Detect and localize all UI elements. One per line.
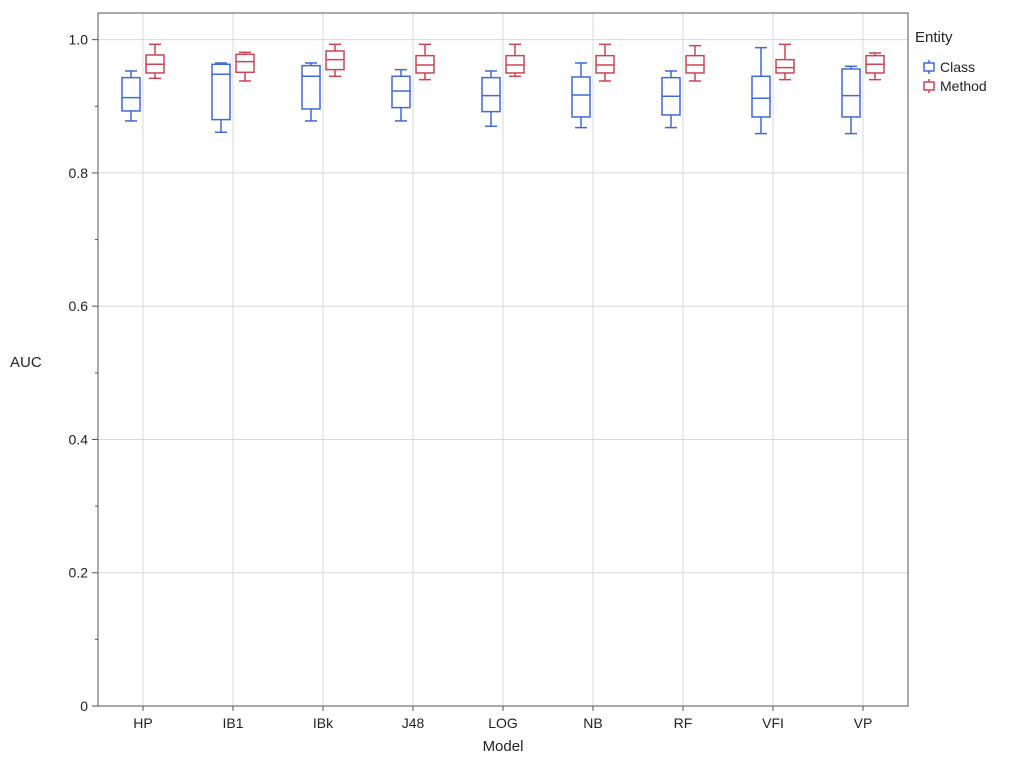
x-axis-title: Model bbox=[483, 738, 524, 755]
box-method-hp bbox=[145, 43, 165, 80]
box-class-vp bbox=[841, 65, 861, 135]
box-method-ibk bbox=[325, 43, 345, 78]
box-method-nb bbox=[595, 43, 615, 82]
legend: Entity Class Method bbox=[915, 29, 987, 94]
x-axis: HP IB1 IBk J48 LOG NB RF VFI VP bbox=[133, 706, 872, 731]
series-method bbox=[145, 43, 885, 82]
y-tick-label: 0.8 bbox=[69, 165, 89, 181]
legend-label: Class bbox=[940, 59, 975, 75]
x-tick-label: J48 bbox=[402, 715, 425, 731]
y-tick-label: 0.4 bbox=[69, 431, 89, 447]
iqr-box bbox=[301, 64, 321, 110]
box-method-rf bbox=[685, 44, 705, 82]
x-tick-label: VP bbox=[854, 715, 873, 731]
iqr-box bbox=[775, 58, 795, 74]
series-class bbox=[121, 46, 861, 135]
iqr-box bbox=[571, 76, 591, 118]
x-tick-label: LOG bbox=[488, 715, 518, 731]
y-tick-label: 0.2 bbox=[69, 565, 89, 581]
y-tick-label: 0 bbox=[80, 698, 88, 714]
y-tick-label: 1.0 bbox=[69, 32, 89, 48]
x-tick-label: HP bbox=[133, 715, 152, 731]
box-class-log bbox=[481, 70, 501, 128]
box-method-vp bbox=[865, 52, 885, 81]
x-tick-label: RF bbox=[674, 715, 693, 731]
box-method-log bbox=[505, 43, 525, 78]
x-tick-label: VFI bbox=[762, 715, 784, 731]
legend-item-method: Method bbox=[923, 78, 987, 94]
iqr-box bbox=[841, 68, 861, 118]
box-class-ib1 bbox=[211, 62, 231, 134]
x-tick-label: NB bbox=[583, 715, 602, 731]
iqr-box bbox=[235, 53, 255, 74]
box-class-nb bbox=[571, 62, 591, 129]
legend-item-class: Class bbox=[923, 59, 975, 75]
grid-layer bbox=[98, 13, 908, 706]
legend-title: Entity bbox=[915, 29, 953, 46]
box-class-j48 bbox=[391, 68, 411, 122]
y-axis: 0 0.2 0.4 0.6 0.8 1.0 bbox=[69, 32, 98, 714]
iqr-box bbox=[211, 63, 231, 121]
box-method-j48 bbox=[415, 43, 435, 81]
legend-box-icon bbox=[923, 62, 935, 72]
legend-items: Class Method bbox=[923, 59, 987, 94]
box-method-ib1 bbox=[235, 51, 255, 82]
y-axis-title: AUC bbox=[10, 354, 42, 371]
box-class-hp bbox=[121, 70, 141, 122]
x-tick-label: IBk bbox=[313, 715, 334, 731]
iqr-box bbox=[121, 76, 141, 112]
box-class-vfi bbox=[751, 46, 771, 135]
legend-box-icon bbox=[923, 81, 935, 91]
box-method-vfi bbox=[775, 43, 795, 81]
iqr-box bbox=[481, 76, 501, 113]
iqr-box bbox=[391, 75, 411, 109]
x-tick-label: IB1 bbox=[222, 715, 243, 731]
box-class-ibk bbox=[301, 62, 321, 122]
box-class-rf bbox=[661, 70, 681, 129]
y-tick-label: 0.6 bbox=[69, 298, 89, 314]
legend-label: Method bbox=[940, 78, 987, 94]
boxes-layer bbox=[121, 43, 885, 135]
iqr-box bbox=[751, 75, 771, 118]
